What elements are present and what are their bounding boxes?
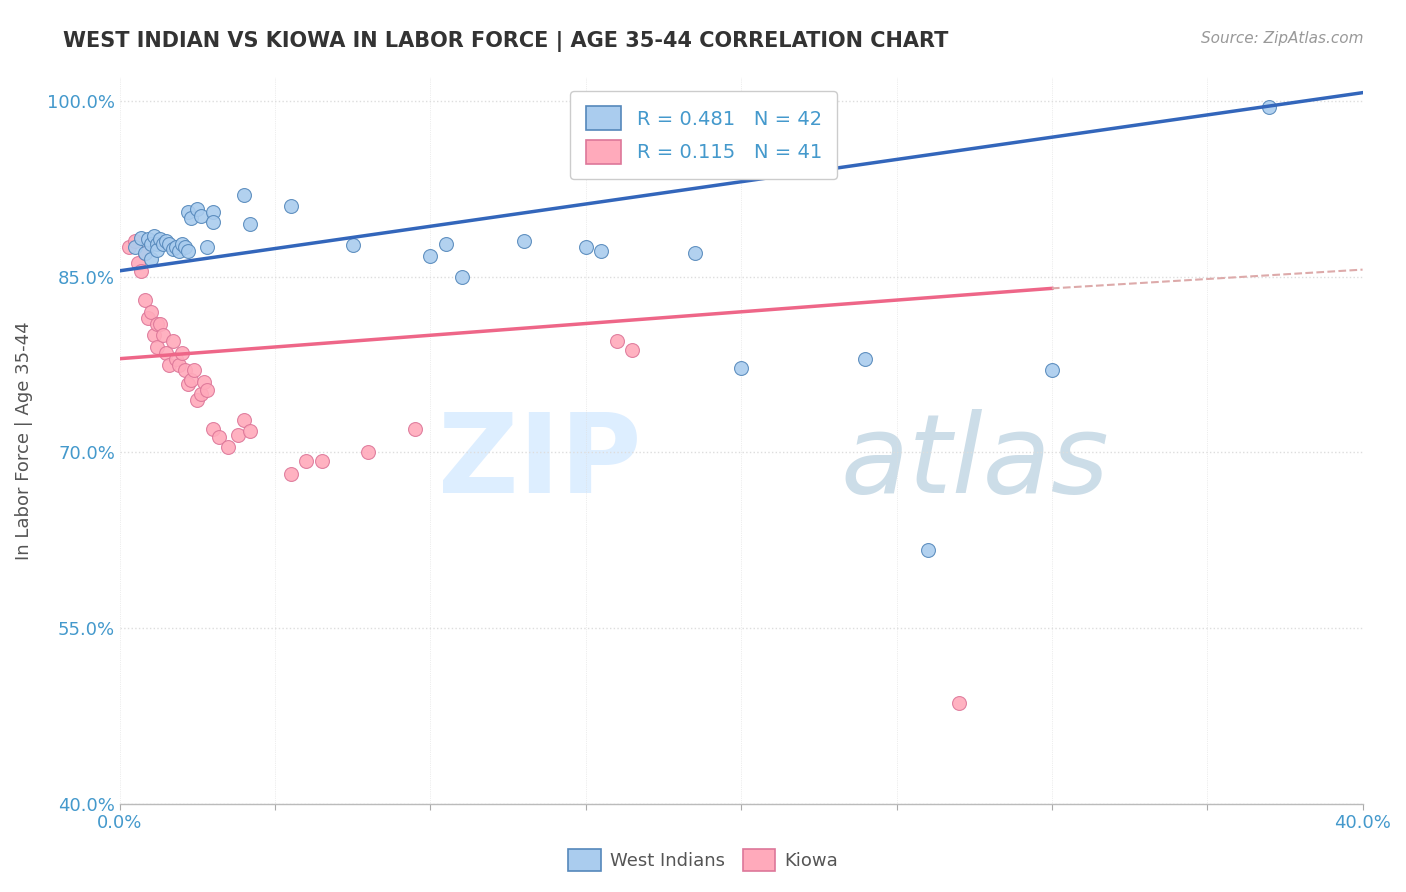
Point <box>239 425 262 439</box>
Point <box>149 232 172 246</box>
Point <box>152 328 174 343</box>
Point <box>177 205 200 219</box>
Point <box>165 351 187 366</box>
Point <box>118 240 141 254</box>
Point <box>195 240 218 254</box>
Point <box>917 542 939 557</box>
Point <box>136 310 159 325</box>
Point <box>311 453 333 467</box>
Point <box>134 246 156 260</box>
Point <box>239 217 262 231</box>
Point <box>131 264 153 278</box>
Text: Source: ZipAtlas.com: Source: ZipAtlas.com <box>1201 31 1364 46</box>
Point <box>139 252 162 266</box>
Point <box>450 269 472 284</box>
Point <box>170 236 193 251</box>
Point <box>131 231 153 245</box>
Point <box>201 205 224 219</box>
Point <box>186 392 208 407</box>
Point <box>280 199 302 213</box>
Point <box>190 209 212 223</box>
Y-axis label: In Labor Force | Age 35-44: In Labor Force | Age 35-44 <box>15 321 32 560</box>
Point <box>124 235 146 249</box>
Text: atlas: atlas <box>841 409 1109 516</box>
Point <box>167 358 190 372</box>
Point <box>124 240 146 254</box>
Point <box>142 228 165 243</box>
Point <box>730 361 752 376</box>
Point <box>174 363 197 377</box>
Point <box>606 334 628 348</box>
Point <box>357 445 380 459</box>
Point <box>948 696 970 710</box>
Point <box>174 240 197 254</box>
Point <box>208 430 231 444</box>
Point <box>190 387 212 401</box>
Point <box>419 249 441 263</box>
Point <box>193 375 215 389</box>
Point <box>434 236 457 251</box>
Point <box>159 358 181 372</box>
Text: WEST INDIAN VS KIOWA IN LABOR FORCE | AGE 35-44 CORRELATION CHART: WEST INDIAN VS KIOWA IN LABOR FORCE | AG… <box>63 31 949 53</box>
Point <box>1258 100 1281 114</box>
Point <box>127 255 149 269</box>
Point <box>186 202 208 216</box>
Point <box>342 238 364 252</box>
Point <box>621 343 644 358</box>
Point <box>183 363 205 377</box>
Point <box>155 235 177 249</box>
Point <box>233 187 256 202</box>
Point <box>177 377 200 392</box>
Point <box>226 428 249 442</box>
Point <box>180 211 202 225</box>
Point <box>218 440 240 454</box>
Point <box>146 236 169 251</box>
Point <box>855 351 877 366</box>
Point <box>134 293 156 307</box>
Point <box>162 242 184 256</box>
Point <box>404 422 426 436</box>
Point <box>146 317 169 331</box>
Point <box>233 412 256 426</box>
Point <box>177 244 200 258</box>
Point <box>142 328 165 343</box>
Text: ZIP: ZIP <box>439 409 641 516</box>
Point <box>162 334 184 348</box>
Point <box>139 236 162 251</box>
Point <box>1040 363 1063 377</box>
Point <box>201 422 224 436</box>
Legend: West Indians, Kiowa: West Indians, Kiowa <box>561 842 845 879</box>
Point <box>165 240 187 254</box>
Point <box>152 236 174 251</box>
Point <box>180 373 202 387</box>
Point <box>280 467 302 481</box>
Legend: R = 0.481   N = 42, R = 0.115   N = 41: R = 0.481 N = 42, R = 0.115 N = 41 <box>571 91 838 179</box>
Point <box>201 214 224 228</box>
Point <box>149 317 172 331</box>
Point <box>575 240 598 254</box>
Point <box>295 453 318 467</box>
Point <box>139 305 162 319</box>
Point <box>159 236 181 251</box>
Point <box>167 244 190 258</box>
Point <box>134 246 156 260</box>
Point <box>170 346 193 360</box>
Point <box>591 244 613 258</box>
Point <box>136 232 159 246</box>
Point <box>195 384 218 398</box>
Point <box>146 340 169 354</box>
Point <box>512 235 534 249</box>
Point <box>146 243 169 257</box>
Point <box>155 346 177 360</box>
Point <box>683 246 706 260</box>
